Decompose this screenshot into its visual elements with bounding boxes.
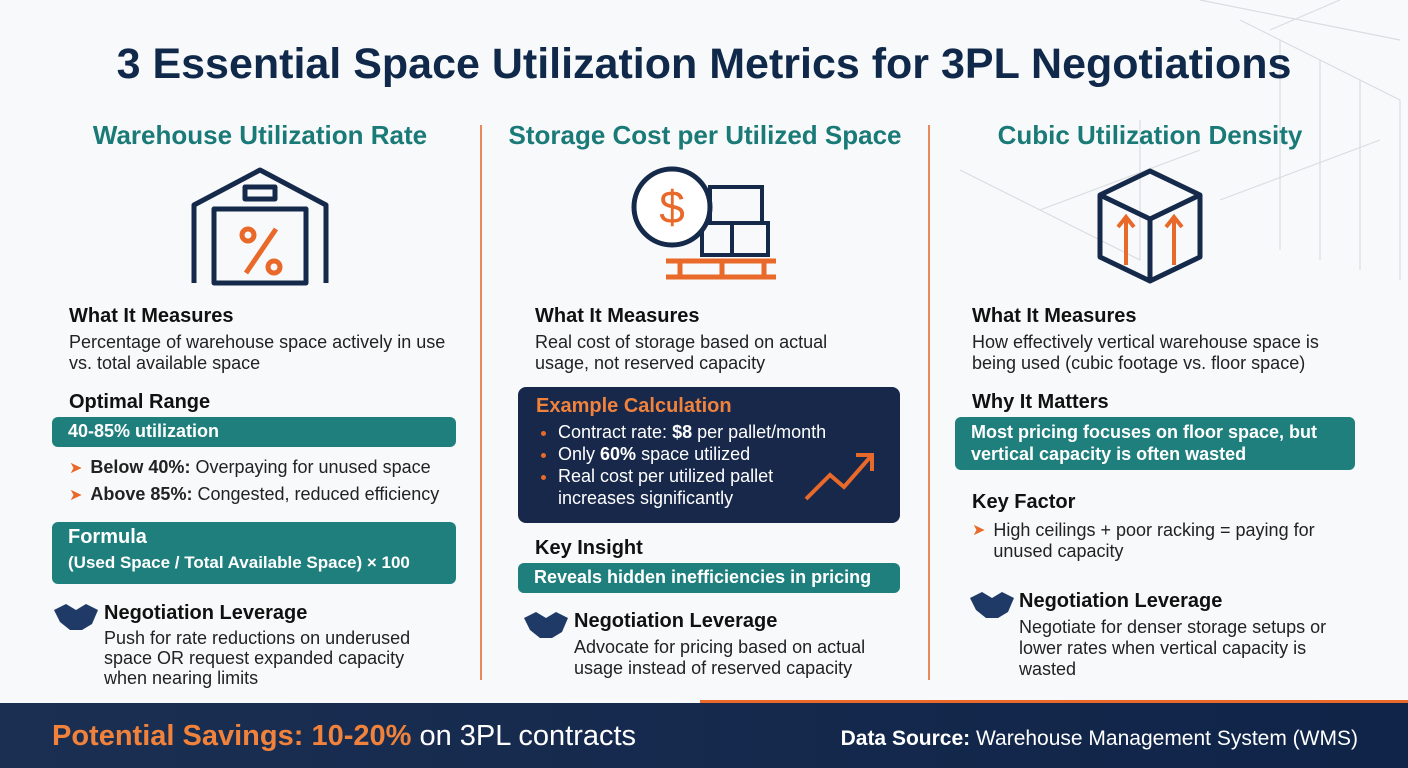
factor-text: High ceilings + poor racking = paying fo… — [993, 520, 1315, 561]
title: 3 Essential Space Utilization Metrics fo… — [116, 40, 1292, 88]
handshake-icon — [970, 592, 1014, 618]
cube-icon — [1097, 168, 1203, 284]
section-text: Negotiate for denser storage setups or l… — [1019, 617, 1327, 679]
section-label: Key Factor — [972, 491, 1076, 513]
item-text: space utilized — [641, 444, 751, 464]
why-box: Most pricing focuses on floor space, but… — [955, 417, 1355, 470]
handshake-icon — [54, 604, 98, 630]
source-text: Warehouse Management System (WMS) — [975, 727, 1358, 750]
section-label: Optimal Range — [69, 391, 211, 413]
section-label: What It Measures — [972, 305, 1137, 327]
insight-pill: Reveals hidden inefficiencies in pricing — [518, 563, 900, 593]
source: Data Source: Warehouse Management System… — [841, 727, 1358, 751]
item-bold: $8 — [672, 422, 693, 442]
section-text: Real cost of storage based on actual usa… — [535, 332, 828, 373]
section-text: How effectively vertical warehouse space… — [972, 332, 1319, 373]
example-label: Example Calculation — [536, 395, 732, 417]
section-label: Negotiation Leverage — [574, 610, 778, 632]
footer: Potential Savings: 10-20% on 3PL contrac… — [0, 703, 1408, 768]
formula-box: Formula (Used Space / Total Available Sp… — [52, 522, 456, 584]
formula-label: Formula — [68, 526, 147, 548]
section-text: Push for rate reductions on underused sp… — [104, 628, 411, 688]
bullet-bold: Above 85%: — [90, 484, 193, 504]
section-text: Advocate for pricing based on actual usa… — [574, 637, 866, 678]
bullet-text: Overpaying for unused space — [195, 457, 431, 477]
column-heading: Cubic Utilization Density — [997, 120, 1303, 150]
section-label: Why It Matters — [972, 391, 1109, 413]
savings-label: Potential Savings: — [52, 720, 304, 752]
item-text: Real cost per utilized pallet increases … — [558, 466, 774, 508]
bullet-bold: Below 40%: — [90, 457, 191, 477]
section-label: Key Insight — [535, 537, 643, 559]
svg-text:$: $ — [659, 181, 685, 233]
column-heading: Storage Cost per Utilized Space — [508, 120, 902, 150]
section-label: What It Measures — [535, 305, 700, 327]
item-text: Contract rate: — [558, 422, 668, 442]
item-text: per pallet/month — [697, 422, 827, 442]
column-heading: Warehouse Utilization Rate — [92, 120, 428, 150]
savings: Potential Savings: 10-20% on 3PL contrac… — [52, 720, 636, 753]
example-item: Contract rate: $8 per pallet/month — [558, 421, 826, 443]
example-item: Real cost per utilized pallet increases … — [558, 465, 818, 509]
example-item: Only 60% space utilized — [558, 443, 818, 465]
bullet: ➤ Below 40%: Overpaying for unused space — [69, 457, 431, 477]
divider — [480, 125, 482, 680]
divider — [928, 125, 930, 680]
footer-accent — [700, 700, 1408, 704]
savings-suffix: on 3PL contracts — [419, 720, 637, 752]
trend-icon — [804, 453, 874, 501]
source-label: Data Source: — [840, 727, 971, 750]
formula: (Used Space / Total Available Space) × 1… — [68, 553, 410, 572]
section-label: What It Measures — [69, 305, 234, 327]
bullet: ➤ Above 85%: Congested, reduced efficienc… — [69, 484, 440, 504]
range-pill: 40-85% utilization — [52, 417, 456, 447]
savings-value: 10-20% — [311, 720, 412, 752]
warehouse-icon — [191, 167, 329, 286]
bullet-text: Congested, reduced efficiency — [197, 484, 440, 504]
example-box: Example Calculation Contract rate: $8 pe… — [518, 387, 900, 523]
example-list: Contract rate: $8 per pallet/month Only … — [518, 421, 826, 509]
background-lines — [959, 0, 1401, 280]
item-bold: 60% — [600, 444, 637, 464]
item-text: Only — [558, 444, 596, 464]
factor: ➤ High ceilings + poor racking = paying f… — [972, 520, 1332, 562]
cost-icon: $ — [631, 166, 776, 280]
section-text: Percentage of warehouse space actively i… — [69, 332, 446, 373]
section-label: Negotiation Leverage — [104, 602, 308, 624]
handshake-icon — [524, 612, 568, 638]
section-label: Negotiation Leverage — [1019, 590, 1223, 612]
